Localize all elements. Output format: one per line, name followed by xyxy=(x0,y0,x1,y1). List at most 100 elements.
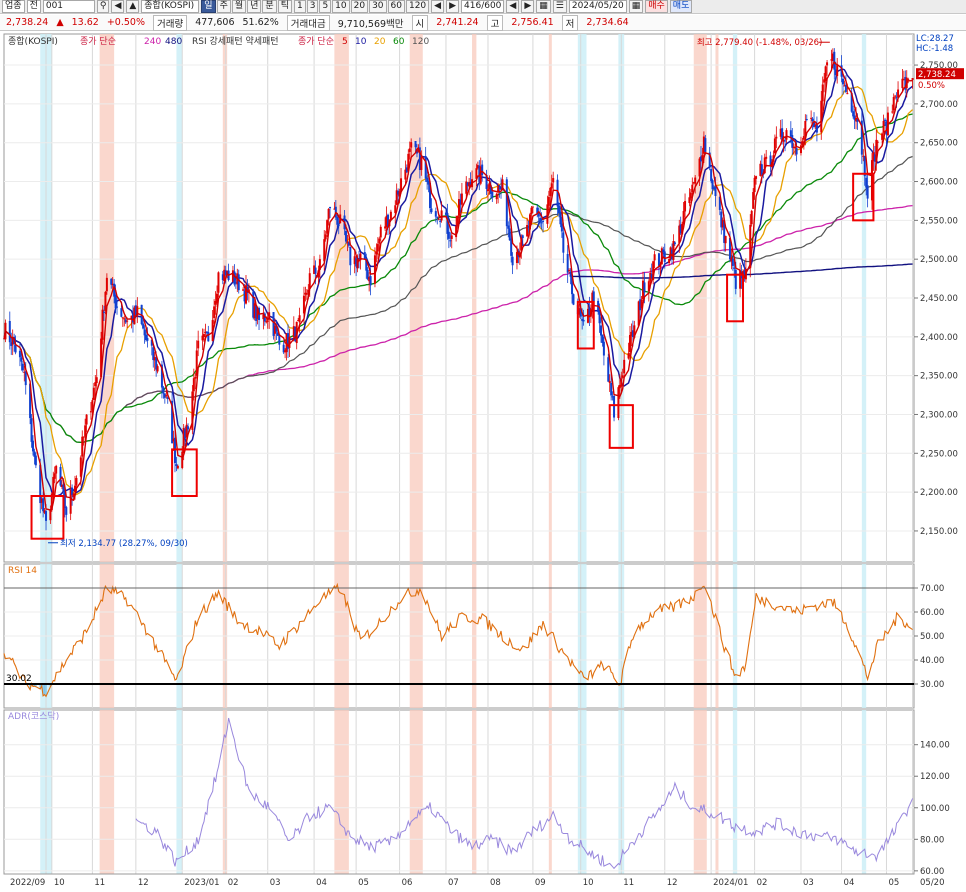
minute-button-3[interactable]: 10 xyxy=(332,0,350,13)
candle-body xyxy=(131,313,134,323)
period-button-3[interactable]: 년 xyxy=(247,0,262,13)
x-tick-label: 07 xyxy=(448,878,459,888)
candle-body xyxy=(398,191,401,197)
candle-body xyxy=(598,309,601,324)
candle-body xyxy=(662,249,665,253)
period-button-5[interactable]: 틱 xyxy=(277,0,292,13)
candle-body xyxy=(876,141,879,143)
search-icon[interactable]: ⚲ xyxy=(96,0,110,13)
candle-body xyxy=(385,215,388,228)
x-tick-label: 03 xyxy=(270,878,281,888)
candle-body xyxy=(731,258,734,266)
period-button-1[interactable]: 주 xyxy=(216,0,231,13)
candle-body xyxy=(647,281,650,292)
y-tick-label-adr: 140.00 xyxy=(920,741,950,751)
candle-body xyxy=(95,377,98,384)
candle-body xyxy=(440,210,443,221)
market-select[interactable]: 업종 xyxy=(2,0,25,13)
candle-body xyxy=(204,331,207,333)
code-input[interactable]: 001 xyxy=(42,0,95,13)
candle-body xyxy=(530,207,533,215)
view-icon[interactable]: ▦ xyxy=(536,0,551,13)
candle-body xyxy=(753,177,756,193)
candle-body xyxy=(50,493,53,511)
calendar-icon[interactable]: ▦ xyxy=(628,0,644,13)
candle-body xyxy=(30,418,33,442)
candle-body xyxy=(460,193,463,205)
minute-button-1[interactable]: 3 xyxy=(306,0,319,13)
sound-icon[interactable]: ◀ xyxy=(111,0,125,13)
candle-body xyxy=(881,133,884,140)
candle-body xyxy=(546,204,549,224)
y-tick-label-price: 2,350.00 xyxy=(920,372,958,382)
pattern-box xyxy=(726,273,745,323)
candle-body xyxy=(802,136,805,140)
period-button-4[interactable]: 분 xyxy=(262,0,277,13)
candle-body xyxy=(540,222,543,224)
scroll-left-icon[interactable]: ◀ xyxy=(506,0,520,13)
candle-body xyxy=(307,289,310,293)
candle-body xyxy=(455,226,458,238)
period-button-2[interactable]: 월 xyxy=(231,0,247,13)
low-label: 저 xyxy=(561,14,579,31)
minute-button-7[interactable]: 120 xyxy=(405,0,430,13)
candle-body xyxy=(163,393,166,398)
candle-body xyxy=(255,305,258,321)
prev-arrow-icon[interactable]: ◀ xyxy=(431,0,445,13)
sell-button[interactable]: 매도 xyxy=(669,0,693,13)
candle-body xyxy=(171,400,174,444)
candle-body xyxy=(308,273,311,290)
period-select[interactable]: 전 xyxy=(26,0,41,13)
panel-frame-adr xyxy=(3,709,915,875)
next-arrow-icon[interactable]: ▶ xyxy=(446,0,460,13)
candle-body xyxy=(718,196,721,210)
candle-body xyxy=(400,178,403,193)
y-tick-label-price: 2,600.00 xyxy=(920,178,958,188)
buy-button[interactable]: 매수 xyxy=(645,0,668,13)
candle-body xyxy=(266,320,269,322)
amount-value: 9,710,569백만 xyxy=(337,18,404,30)
candle-body xyxy=(116,306,119,308)
period-button-0[interactable]: 일 xyxy=(201,0,216,13)
hc-value: HC:-1.48 xyxy=(916,44,953,54)
candle-body xyxy=(526,225,529,237)
candle-body xyxy=(55,465,58,474)
candle-body xyxy=(486,189,489,192)
scroll-right-icon[interactable]: ▶ xyxy=(521,0,535,13)
candle-body xyxy=(681,223,684,235)
candle-body xyxy=(31,440,34,452)
minute-button-6[interactable]: 60 xyxy=(387,0,405,13)
candle-body xyxy=(860,120,863,155)
candle-body xyxy=(763,157,766,174)
candle-body xyxy=(226,270,229,274)
candle-body xyxy=(205,331,208,334)
date-input[interactable]: 2024/05/20 xyxy=(568,0,627,13)
minute-button-2[interactable]: 5 xyxy=(319,0,332,13)
candle-body xyxy=(856,119,859,122)
y-tick-label-price: 2,550.00 xyxy=(920,216,958,226)
bearish-band xyxy=(472,710,477,874)
minute-button-0[interactable]: 1 xyxy=(293,0,306,13)
candle-body xyxy=(792,146,795,148)
candle-body xyxy=(602,341,605,356)
candle-body xyxy=(627,353,630,359)
candle-body xyxy=(317,270,320,278)
candle-body xyxy=(33,451,36,457)
candle-body xyxy=(531,206,534,208)
chart-area[interactable]: 2,150.00 2,200.00 2,250.00 2,300.00 2,350.00… xyxy=(0,32,966,892)
candle-body xyxy=(804,121,807,137)
pin-icon[interactable]: ▲ xyxy=(126,0,140,13)
candle-body xyxy=(113,283,116,297)
candle-body xyxy=(539,217,542,223)
candle-body xyxy=(820,100,823,133)
legend-ma480: 480 xyxy=(165,37,182,47)
candle-body xyxy=(121,317,124,319)
minute-button-5[interactable]: 30 xyxy=(369,0,387,13)
y-tick-label-adr: 100.00 xyxy=(920,804,950,814)
candle-body xyxy=(446,213,449,234)
minute-button-4[interactable]: 20 xyxy=(350,0,369,13)
volume-value: 477,606 xyxy=(195,17,235,28)
list-icon[interactable]: ☰ xyxy=(552,0,567,13)
candle-body xyxy=(386,214,389,228)
candle-body xyxy=(302,295,305,314)
